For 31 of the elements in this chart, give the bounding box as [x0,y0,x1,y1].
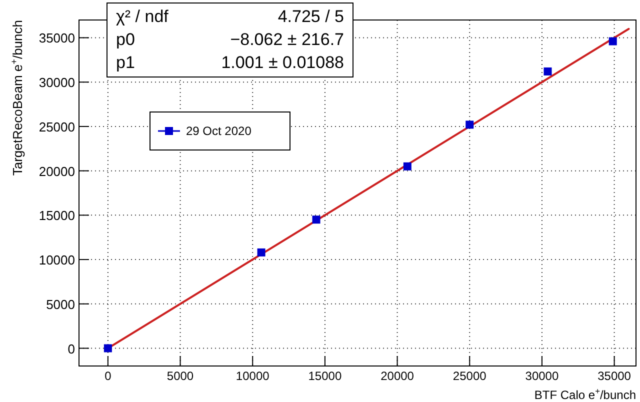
annotation: 4.725 / 5 [278,7,344,26]
y-tick-label: 25000 [38,119,75,134]
point [257,248,266,256]
y-tick-label: 10000 [38,252,75,268]
y-tick-label: 0 [68,341,75,356]
x-tick-label: 35000 [598,369,632,383]
annotation: p1 [116,53,135,72]
point [608,37,617,46]
y-tick-label: 30000 [38,75,75,90]
annotation: χ² / ndf [116,7,169,26]
point [104,344,112,352]
x-tick-label: 25000 [452,369,487,383]
y-tick-label: 20000 [38,164,75,179]
point [466,120,474,129]
x-tick-label: 0 [104,369,112,383]
x-tick-label: 15000 [308,369,342,383]
annotation: 1.001 ± 0.01088 [221,53,344,72]
y-tick-label: 35000 [38,30,75,46]
y-tick-label: 5000 [46,296,75,312]
x-tick-label: 20000 [380,369,414,383]
x-tick-label: 5000 [166,369,194,383]
x-tick-label: 30000 [525,369,559,383]
point [312,216,320,224]
y-tick-label: 15000 [38,208,75,224]
annotation: p0 [116,30,135,49]
legend-label: 29 Oct 2020 [186,124,252,138]
x-tick-label: 10000 [236,369,270,383]
x-axis-title: BTF Calo e$^{+}$/bunch [534,386,636,402]
annotation: −8.062 ± 216.7 [230,30,344,49]
point [544,67,552,76]
point [403,162,412,170]
